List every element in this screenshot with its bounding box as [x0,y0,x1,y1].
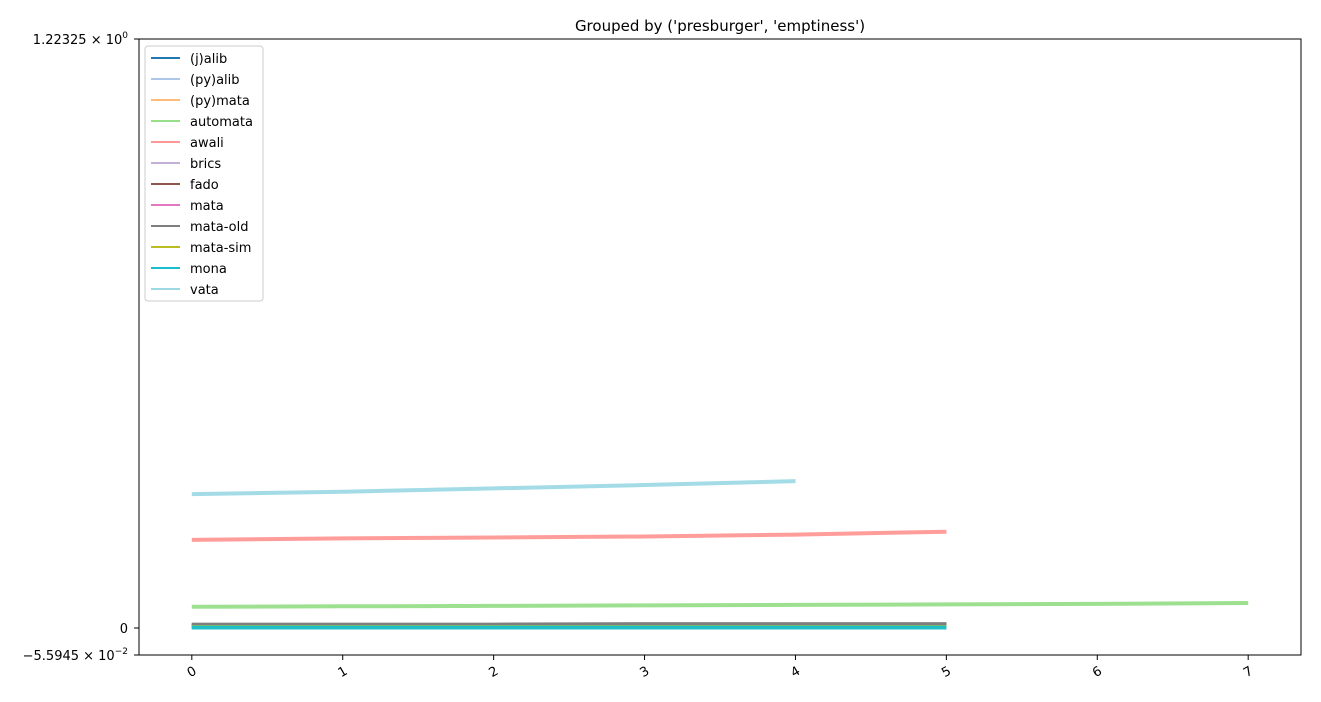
x-tick-label-0: 0 [185,664,200,681]
legend-label-6: fado [190,178,219,193]
series-line-8 [191,622,947,627]
y-tick-label-zero: 0 [120,622,128,637]
y-tick-label-bottom: −5.5945 × 10−2 [23,647,128,664]
legend-label-4: awali [190,136,224,151]
x-tick-label-1: 1 [336,664,351,681]
x-tick-label-2: 2 [487,664,502,681]
series-line-4 [191,529,947,542]
y-axis: 1.22325 × 100 0 −5.5945 × 10−2 [23,31,139,664]
series-layer [191,479,1249,630]
legend-items: (j)alib (py)alib (py)mata automata awali bric… [151,52,253,298]
y-tick-label-bottom-mantissa: −5.5945 × 10 [23,649,115,664]
legend-label-7: mata [190,199,224,214]
x-tick-label-4: 4 [788,664,803,681]
x-tick-label-5: 5 [939,664,954,681]
y-tick-label-bottom-exponent: −2 [115,647,128,657]
y-tick-label-top-exponent: 0 [122,31,128,41]
legend-label-1: (py)alib [190,73,240,88]
y-tick-label-top: 1.22325 × 100 [33,31,128,48]
plot-frame [138,38,1302,656]
x-tick-label-6: 6 [1090,664,1105,681]
legend-frame [144,45,264,302]
series-line-3 [191,601,1249,609]
series-line-11 [191,479,796,497]
legend-label-3: automata [190,115,253,130]
legend-label-8: mata-old [190,220,248,235]
legend-label-0: (j)alib [190,52,227,67]
x-tick-label-7: 7 [1241,664,1256,681]
chart-title: Grouped by ('presburger', 'emptiness') [575,17,865,35]
legend-label-5: brics [190,157,221,172]
legend-label-10: mona [190,262,227,277]
legend: (j)alib (py)alib (py)mata automata awali bric… [144,45,264,302]
legend-label-11: vata [190,283,219,298]
legend-label-9: mata-sim [190,241,251,256]
y-tick-label-top-mantissa: 1.22325 × 10 [33,33,122,48]
x-axis: 0 1 2 3 4 5 6 7 [185,655,1256,681]
x-tick-label-3: 3 [637,664,652,681]
legend-label-2: (py)mata [190,94,250,109]
